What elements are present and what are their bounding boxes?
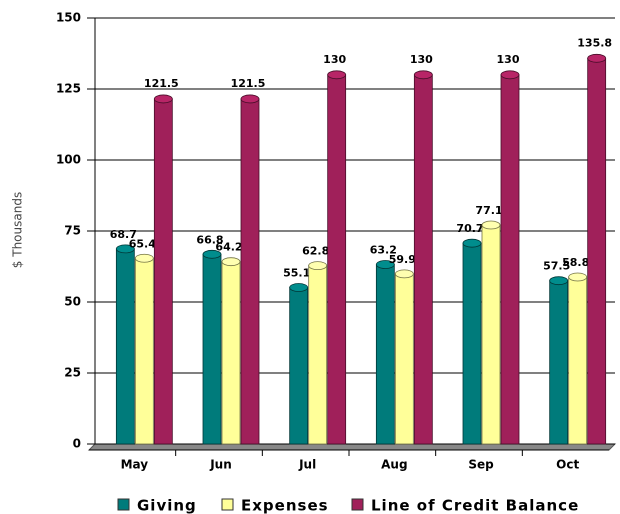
bar-body [413,74,433,445]
bar [462,238,482,445]
bar-top [568,272,588,282]
data-label: 58.8 [562,256,589,269]
x-tick-label: Aug [381,458,407,472]
bar-top [202,249,222,259]
y-tick-label: 125 [56,82,81,96]
data-label: 68.7 [110,228,137,241]
bar-body [462,242,482,445]
bar-top [375,260,395,269]
bar [549,276,569,445]
y-tick-label: 75 [64,224,81,238]
bar [202,249,222,445]
bar-top [413,70,433,80]
bar-body [568,276,588,445]
bar-top [153,94,173,104]
bar-top [221,257,241,267]
bar-body [308,265,328,445]
bar-body [375,264,395,445]
bar-top [481,220,501,230]
bar [308,261,328,445]
bar-top [289,283,309,292]
bar [327,70,347,445]
bar-body [153,98,173,445]
data-label: 121.5 [144,77,179,90]
bar [240,94,260,445]
data-label: 55.1 [283,267,310,280]
bar-body [549,280,569,445]
legend-label: Expenses [241,497,329,514]
bar-top [240,94,260,104]
bar [134,253,154,445]
bar-top [134,253,154,263]
data-label: 130 [323,53,346,66]
bar [587,53,607,445]
bar-body [289,287,309,445]
bar [153,94,173,445]
data-label: 130 [497,53,520,66]
y-tick-label: 100 [56,153,81,167]
data-label: 65.4 [129,237,156,250]
bar [115,244,135,445]
data-label: 64.2 [215,241,242,254]
y-tick-label: 150 [56,11,81,25]
data-label: 135.8 [577,36,612,49]
bar-top [462,238,482,248]
legend-swatch [351,498,364,511]
bar [500,70,520,445]
bar-top [549,276,569,286]
bar [289,283,309,445]
legend-label: Giving [137,497,197,514]
legend-label: Line of Credit Balance [371,497,579,514]
bar [221,257,241,445]
y-tick-label: 0 [73,437,81,451]
bar-body [115,248,135,445]
floor [87,443,617,451]
x-tick-label: Oct [556,458,579,472]
bar-body [327,74,347,445]
data-label: 130 [410,53,433,66]
data-label: 62.8 [302,245,329,258]
bar-body [134,257,154,445]
data-label: 70.7 [456,222,483,235]
legend-swatch [117,498,130,511]
bar-top [587,53,607,63]
bar-top [308,261,328,271]
bar [394,269,414,445]
x-tick-label: Jun [209,458,232,472]
bar-top [394,269,414,279]
data-label: 59.9 [389,253,416,266]
data-label: 66.8 [196,233,223,246]
y-tick-label: 50 [64,295,81,309]
bar-top [500,70,520,80]
bar-top [115,244,135,254]
bar-top [327,70,347,80]
x-tick-label: Sep [468,458,494,472]
x-tick-label: May [121,458,149,472]
bar-body [221,261,241,445]
bar-body [240,98,260,445]
bar [568,272,588,445]
y-tick-label: 25 [64,366,81,380]
bar-body [500,74,520,445]
y-axis-label: $ Thousands [11,192,25,268]
bar-body [202,253,222,445]
bar [413,70,433,445]
data-label: 77.1 [475,204,502,217]
bar [375,260,395,445]
data-label: 63.2 [370,244,397,257]
bar-body [394,273,414,445]
legend-swatch [221,498,234,511]
bar-body [481,224,501,445]
data-label: 57.5 [543,260,570,273]
data-label: 121.5 [231,77,266,90]
bar-body [587,57,607,445]
bar [481,220,501,445]
x-tick-label: Jul [298,458,316,472]
